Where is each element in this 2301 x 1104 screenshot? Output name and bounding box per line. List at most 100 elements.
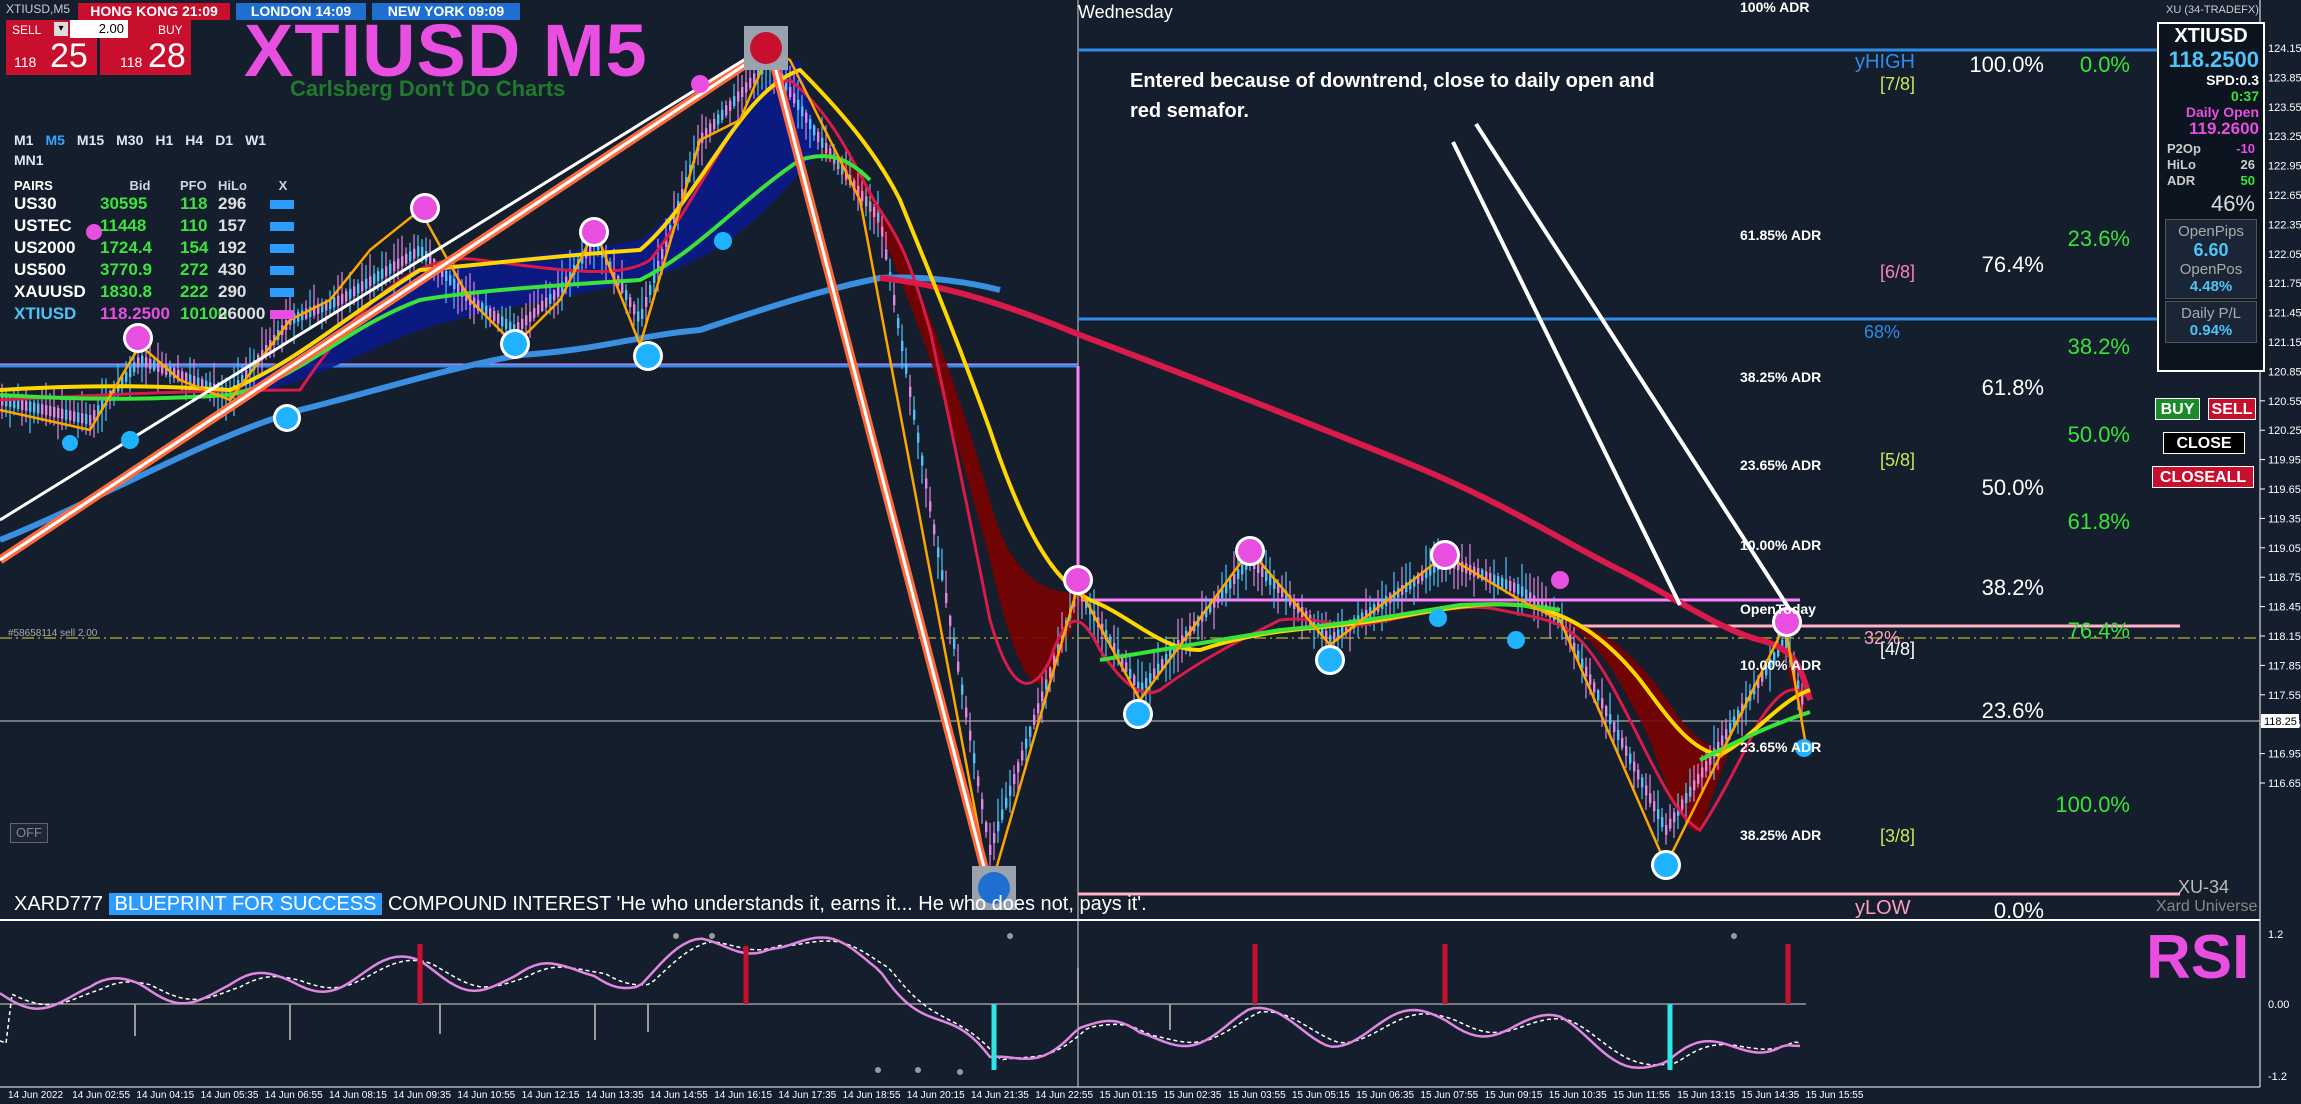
candle-body [69, 410, 72, 421]
time-tick-label: 14 Jun 12:15 [522, 1090, 580, 1101]
candle-body [973, 753, 976, 764]
candle-body [1321, 627, 1324, 637]
candle-body [1513, 582, 1516, 593]
fib-level-green: 76.4% [2068, 618, 2130, 643]
candle-body [389, 263, 392, 274]
candle-body [625, 290, 628, 301]
time-tick-label: 14 Jun 2022 [8, 1090, 63, 1101]
time-tick-label: 15 Jun 13:15 [1677, 1090, 1735, 1101]
candle-body [1281, 587, 1284, 597]
candle-body [1533, 595, 1536, 606]
candle-body [421, 247, 424, 257]
candle-body [193, 376, 196, 386]
candle-body [1725, 729, 1728, 740]
candle-body [1569, 634, 1572, 645]
candle-body [561, 282, 564, 293]
fib-level-white: 0.0% [1994, 898, 2044, 923]
timeframe-w1[interactable]: W1 [245, 132, 267, 148]
pair-row[interactable]: US2000 1724.4 154 192 [14, 237, 299, 259]
pair-row[interactable]: US500 3770.9 272 430 [14, 259, 299, 281]
candle-body [653, 273, 656, 283]
green-ma-2 [1099, 602, 1811, 762]
candle-body [321, 302, 324, 313]
timeframe-mn1[interactable]: MN1 [14, 152, 44, 168]
lot-decrease-icon[interactable]: ▾ [54, 22, 68, 36]
pair-x-indicator[interactable] [270, 281, 296, 303]
timeframe-h4[interactable]: H4 [185, 132, 204, 148]
fib-level-white: 61.8% [1982, 375, 2044, 400]
time-tick-label: 14 Jun 06:55 [265, 1090, 323, 1101]
pair-x-indicator[interactable] [270, 303, 296, 325]
kv-key: ADR [2167, 173, 2196, 188]
candle-body [1641, 777, 1644, 788]
pair-pfo: 110 [180, 216, 208, 235]
timeframe-m5[interactable]: M5 [45, 132, 65, 148]
time-tick-label: 14 Jun 14:55 [650, 1090, 708, 1101]
sell-button[interactable]: SELL [2208, 398, 2256, 420]
candle-body [1581, 658, 1584, 669]
pair-x-indicator[interactable] [270, 237, 296, 259]
kv-value: 50 [2240, 173, 2255, 188]
pair-row[interactable]: US30 30595 118 296 [14, 193, 299, 215]
timeframe-h1[interactable]: H1 [155, 132, 174, 148]
open-pos-value: 4.48% [2189, 278, 2233, 295]
price-tick-label: 122.95 [2268, 161, 2301, 173]
current-price-marker [2261, 714, 2299, 728]
candle-body [125, 371, 128, 382]
candle-body [1265, 571, 1268, 581]
candle-body [1701, 767, 1704, 778]
kv-key: P2Op [2167, 141, 2201, 156]
candle-body [33, 402, 36, 413]
pair-row[interactable]: XTIUSD 118.2500 10100 26000 [14, 303, 299, 325]
candle-body [537, 304, 540, 315]
price-tick-label: 120.85 [2268, 366, 2301, 378]
closeall-button[interactable]: CLOSEALL [2152, 466, 2254, 488]
candle-body [1421, 571, 1424, 581]
candle-body [1113, 643, 1116, 654]
candle-body [25, 400, 28, 411]
candle-body [337, 295, 340, 306]
chart-subtitle: Carlsberg Don't Do Charts [290, 76, 566, 101]
open-pos-label: OpenPos [2179, 261, 2243, 278]
price-tick-label: 118.45 [2268, 602, 2301, 614]
candle-body [793, 93, 796, 104]
panel-hilo: HiLo 26 [2159, 157, 2263, 173]
candle-body [1169, 649, 1172, 660]
candle-body [821, 137, 824, 148]
off-button[interactable]: OFF [10, 823, 48, 843]
candle-body [937, 547, 940, 558]
header-x: X [278, 178, 288, 193]
timeframe-d1[interactable]: D1 [215, 132, 234, 148]
timeframe-m30[interactable]: M30 [116, 132, 144, 148]
rsi-dot [1007, 933, 1013, 939]
lot-size-input[interactable]: 2.00 [70, 20, 128, 38]
candle-body [461, 287, 464, 297]
ylow-label: yLOW [1855, 897, 1911, 919]
candle-body [1697, 773, 1700, 784]
timeframe-m1[interactable]: M1 [14, 132, 34, 148]
candle-body [1529, 592, 1532, 603]
candle-body [709, 123, 712, 134]
candle-body [1149, 673, 1152, 684]
candle-body [809, 119, 812, 129]
timeframe-m15[interactable]: M15 [76, 132, 105, 148]
pair-x-indicator[interactable] [270, 259, 296, 281]
pair-x-indicator[interactable] [270, 215, 296, 237]
pair-row[interactable]: USTEC 11448 110 157 [14, 215, 299, 237]
pair-x-indicator[interactable] [270, 193, 296, 215]
candle-body [1205, 607, 1208, 617]
candle-body [1237, 569, 1240, 580]
candle-body [173, 368, 176, 379]
candle-body [565, 276, 568, 287]
candle-body [5, 396, 8, 407]
price-tick-label: 123.85 [2268, 72, 2301, 84]
buy-button[interactable]: BUY [2155, 398, 2200, 420]
candle-body [1645, 785, 1648, 796]
pair-row[interactable]: XAUUSD 1830.8 222 290 [14, 281, 299, 303]
candle-body [969, 730, 972, 741]
close-button[interactable]: CLOSE [2163, 432, 2245, 454]
candle-body [957, 661, 960, 672]
adr-level-label: 38.25% ADR [1740, 369, 1821, 385]
candle-body [1717, 741, 1720, 752]
